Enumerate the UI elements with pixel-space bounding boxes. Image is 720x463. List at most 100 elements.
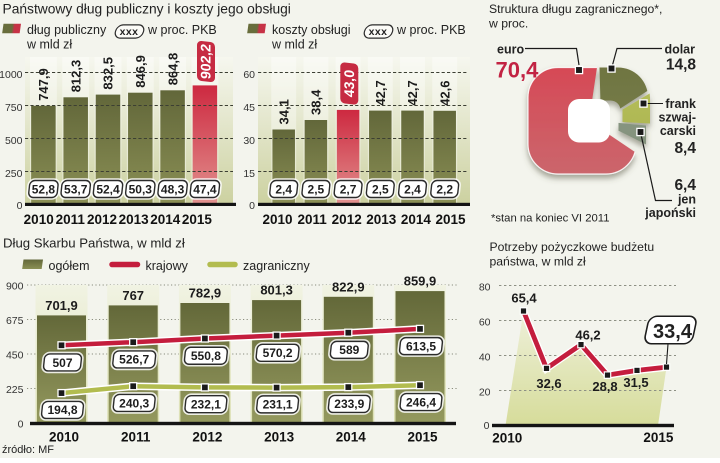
svg-text:2012: 2012 — [192, 430, 222, 445]
svg-text:15: 15 — [243, 168, 255, 180]
svg-text:krajowy: krajowy — [146, 259, 189, 273]
svg-text:Państwowy dług publiczny i kos: Państwowy dług publiczny i koszty jego o… — [3, 2, 291, 17]
svg-text:1000: 1000 — [0, 69, 23, 81]
svg-text:2013: 2013 — [264, 430, 295, 445]
svg-text:dług publiczny: dług publiczny — [27, 23, 107, 37]
svg-text:822,9: 822,9 — [332, 279, 365, 294]
svg-text:8,4: 8,4 — [674, 140, 696, 157]
svg-text:47,4: 47,4 — [193, 182, 217, 196]
svg-text:Dług Skarbu Państwa, w mld zł: Dług Skarbu Państwa, w mld zł — [3, 236, 185, 251]
svg-text:225: 225 — [6, 384, 24, 396]
svg-text:w proc. PKB: w proc. PKB — [147, 23, 217, 37]
svg-text:0: 0 — [18, 419, 24, 431]
svg-text:675: 675 — [6, 315, 24, 327]
svg-text:589: 589 — [339, 343, 359, 357]
svg-text:*stan na koniec VI 2011: *stan na koniec VI 2011 — [491, 213, 610, 225]
svg-text:42,7: 42,7 — [405, 80, 420, 105]
svg-text:carski: carski — [660, 124, 696, 138]
svg-text:2014: 2014 — [150, 212, 181, 227]
svg-text:frank: frank — [665, 97, 696, 111]
svg-text:2011: 2011 — [121, 430, 151, 445]
svg-text:2,4: 2,4 — [275, 182, 292, 196]
svg-text:42,7: 42,7 — [373, 80, 388, 105]
svg-text:2015: 2015 — [407, 430, 438, 445]
svg-text:20: 20 — [479, 387, 491, 399]
svg-text:60: 60 — [243, 69, 255, 81]
svg-text:900: 900 — [6, 281, 24, 293]
svg-text:747,9: 747,9 — [36, 68, 51, 101]
svg-text:2010: 2010 — [262, 212, 292, 227]
svg-text:70,4: 70,4 — [496, 58, 540, 83]
svg-text:2,4: 2,4 — [404, 182, 421, 196]
svg-text:450: 450 — [6, 350, 24, 362]
svg-text:48,3: 48,3 — [161, 182, 185, 196]
svg-text:japoński: japoński — [644, 206, 696, 220]
svg-text:31,5: 31,5 — [623, 375, 648, 390]
svg-text:xxx: xxx — [120, 26, 139, 38]
svg-text:xxx: xxx — [369, 26, 388, 38]
svg-text:50,3: 50,3 — [129, 182, 153, 196]
svg-text:2010: 2010 — [24, 212, 54, 227]
svg-text:750: 750 — [5, 102, 23, 114]
svg-text:14,8: 14,8 — [666, 57, 697, 74]
svg-text:2015: 2015 — [435, 212, 466, 227]
svg-text:53,7: 53,7 — [64, 182, 88, 196]
svg-text:859,9: 859,9 — [404, 274, 437, 289]
svg-text:euro: euro — [497, 43, 524, 57]
svg-text:782,9: 782,9 — [189, 286, 222, 301]
svg-text:38,4: 38,4 — [309, 89, 324, 115]
svg-text:0: 0 — [249, 200, 255, 212]
svg-text:2015: 2015 — [182, 212, 213, 227]
svg-text:Potrzeby pożyczkowe budżetu: Potrzeby pożyczkowe budżetu — [490, 240, 655, 254]
svg-text:832,5: 832,5 — [101, 57, 116, 90]
svg-text:szwaj-: szwaj- — [658, 111, 696, 125]
svg-text:864,8: 864,8 — [165, 53, 180, 86]
svg-text:34,1: 34,1 — [276, 99, 291, 124]
svg-text:źródło: MF: źródło: MF — [2, 444, 54, 456]
svg-text:701,9: 701,9 — [45, 298, 78, 313]
svg-text:45: 45 — [243, 102, 255, 114]
svg-text:613,5: 613,5 — [406, 339, 436, 353]
svg-text:42,6: 42,6 — [437, 80, 452, 105]
svg-text:194,8: 194,8 — [47, 403, 77, 417]
svg-text:6,4: 6,4 — [674, 177, 696, 194]
svg-text:80: 80 — [479, 282, 491, 294]
svg-text:jen: jen — [677, 193, 696, 207]
svg-text:koszty obsługi: koszty obsługi — [272, 23, 351, 37]
svg-text:812,3: 812,3 — [68, 60, 83, 93]
svg-text:2010: 2010 — [49, 430, 79, 445]
svg-text:500: 500 — [5, 135, 23, 147]
svg-text:60: 60 — [479, 317, 491, 329]
svg-text:246,4: 246,4 — [406, 395, 436, 409]
svg-text:0: 0 — [484, 420, 490, 432]
svg-text:250: 250 — [5, 168, 23, 180]
svg-text:232,1: 232,1 — [191, 398, 221, 412]
svg-text:zagraniczny: zagraniczny — [243, 259, 310, 273]
svg-text:2012: 2012 — [87, 212, 117, 227]
svg-text:2,2: 2,2 — [436, 182, 453, 196]
svg-text:w mld zł: w mld zł — [271, 38, 317, 52]
svg-text:2014: 2014 — [401, 212, 432, 227]
svg-text:52,4: 52,4 — [96, 182, 120, 196]
svg-text:233,9: 233,9 — [334, 397, 364, 411]
svg-text:2011: 2011 — [56, 212, 86, 227]
svg-text:0: 0 — [17, 200, 23, 212]
svg-text:231,1: 231,1 — [263, 398, 293, 412]
svg-text:w mld zł: w mld zł — [26, 38, 72, 52]
svg-text:902,2: 902,2 — [198, 43, 214, 80]
svg-text:65,4: 65,4 — [511, 291, 537, 306]
svg-text:28,8: 28,8 — [592, 379, 617, 394]
svg-text:33,4: 33,4 — [653, 321, 693, 343]
svg-text:2,7: 2,7 — [340, 182, 357, 196]
svg-text:2015: 2015 — [643, 430, 674, 445]
svg-text:846,9: 846,9 — [133, 55, 148, 88]
svg-text:40: 40 — [479, 352, 491, 364]
svg-text:2,5: 2,5 — [372, 182, 389, 196]
svg-text:w proc.: w proc. — [488, 17, 528, 31]
svg-text:2013: 2013 — [366, 212, 397, 227]
svg-text:2013: 2013 — [119, 212, 150, 227]
svg-text:dolar: dolar — [664, 43, 695, 57]
svg-text:801,3: 801,3 — [260, 283, 293, 298]
svg-text:52,8: 52,8 — [32, 182, 56, 196]
svg-text:240,3: 240,3 — [119, 396, 149, 410]
